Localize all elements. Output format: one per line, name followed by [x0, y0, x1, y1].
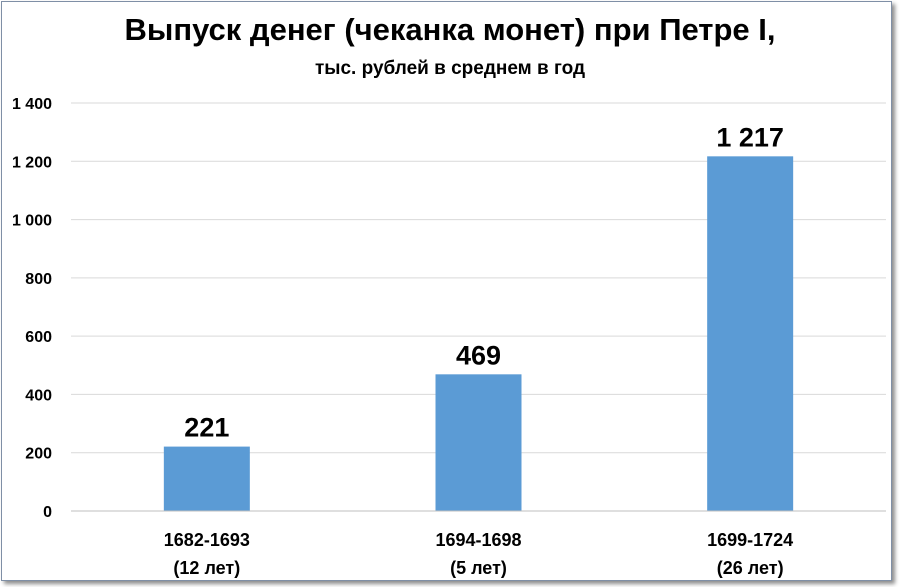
- y-tick-label: 400: [25, 387, 52, 404]
- y-tick-label: 1 000: [12, 213, 52, 230]
- category-sublabel: (5 лет): [450, 558, 507, 578]
- data-label: 221: [184, 413, 229, 443]
- category-sublabel: (26 лет): [717, 558, 784, 578]
- y-tick-label: 800: [25, 271, 52, 288]
- bar: [163, 446, 250, 511]
- bar: [707, 156, 794, 511]
- y-tick-label: 200: [25, 446, 52, 463]
- data-label: 1 217: [716, 122, 784, 152]
- category-label: 1694-1698: [435, 530, 521, 550]
- chart-subtitle: тыс. рублей в среднем в год: [314, 58, 586, 79]
- category-label: 1682-1693: [164, 530, 250, 550]
- y-tick-label: 0: [43, 504, 52, 521]
- bar: [435, 374, 522, 511]
- data-label: 469: [456, 340, 501, 370]
- category-label: 1699-1724: [707, 530, 793, 550]
- y-tick-label: 1 200: [12, 154, 52, 171]
- y-tick-label: 600: [25, 329, 52, 346]
- category-sublabel: (12 лет): [173, 558, 240, 578]
- y-tick-label: 1 400: [12, 96, 52, 113]
- chart-title: Выпуск денег (чеканка монет) при Петре I…: [124, 12, 776, 47]
